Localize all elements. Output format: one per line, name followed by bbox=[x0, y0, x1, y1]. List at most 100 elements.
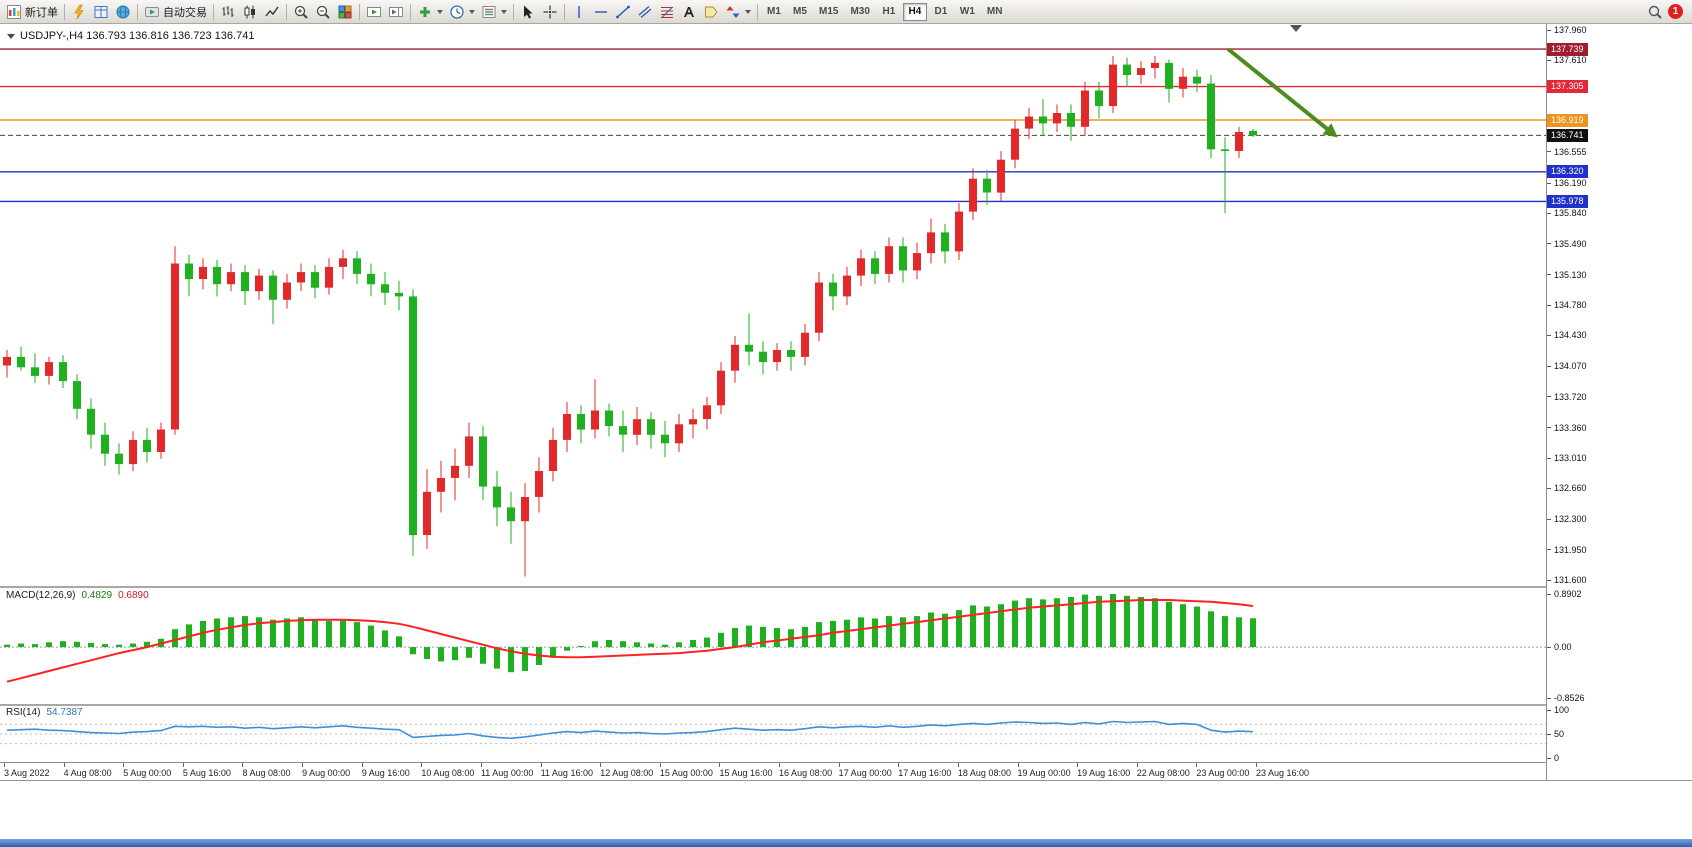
timeframe-M15[interactable]: M15 bbox=[819, 6, 839, 17]
candlestick-chart-button[interactable] bbox=[239, 2, 261, 22]
toolbar-separator bbox=[410, 3, 411, 20]
text-label-button[interactable] bbox=[700, 2, 722, 22]
chart-shift-icon bbox=[388, 4, 404, 20]
price-axis[interactable]: 137.960 137.610 136.555 136.190 135.840 135.4… bbox=[1546, 24, 1692, 780]
price-chart[interactable] bbox=[0, 24, 1546, 586]
vertical-line-button[interactable] bbox=[568, 2, 590, 22]
equidistant-channel-button[interactable] bbox=[634, 2, 656, 22]
auto-scroll-button[interactable] bbox=[363, 2, 385, 22]
time-axis-label: 18 Aug 08:00 bbox=[957, 768, 1011, 778]
timeframe-H4[interactable]: H4 bbox=[902, 2, 927, 21]
current-price-tag: 136.741 bbox=[1547, 128, 1588, 142]
macd-label: MACD(12,26,9) 0.4829 0.6890 bbox=[6, 590, 149, 601]
templates-icon bbox=[481, 4, 497, 20]
navigator-button[interactable] bbox=[112, 2, 134, 22]
toolbar-separator bbox=[286, 3, 287, 20]
chart-shift-button[interactable] bbox=[385, 2, 407, 22]
timeframe-M1[interactable]: M1 bbox=[767, 6, 781, 17]
toolbar-separator bbox=[564, 3, 565, 20]
rsi-label: RSI(14) 54.7387 bbox=[6, 707, 83, 718]
panel-splitter-macd[interactable] bbox=[0, 586, 1692, 588]
crosshair-button[interactable] bbox=[539, 2, 561, 22]
time-axis-label: 5 Aug 00:00 bbox=[123, 768, 172, 778]
timeframe-M5[interactable]: M5 bbox=[793, 6, 807, 17]
chart-shift-marker[interactable] bbox=[1290, 25, 1302, 32]
panel-splitter-rsi[interactable] bbox=[0, 704, 1692, 706]
time-axis[interactable]: 3 Aug 2022 4 Aug 08:00 5 Aug 00:00 5 Aug 16… bbox=[0, 762, 1546, 780]
candlesticks[interactable] bbox=[3, 55, 1257, 577]
time-axis-tick bbox=[659, 763, 661, 767]
level-price-tag: 136.320 bbox=[1547, 165, 1588, 179]
time-axis-tick bbox=[4, 763, 5, 767]
market-watch-button[interactable] bbox=[68, 2, 90, 22]
bar-chart-button[interactable] bbox=[217, 2, 239, 22]
macd-axis-tick bbox=[1547, 646, 1551, 648]
fibonacci-retracement-button[interactable] bbox=[656, 2, 678, 22]
time-axis-tick bbox=[302, 763, 304, 767]
level-price-tag: 135.978 bbox=[1547, 194, 1588, 208]
price-axis-tick bbox=[1547, 457, 1551, 459]
zoom-in-button[interactable] bbox=[290, 2, 312, 22]
arrows-button[interactable] bbox=[722, 2, 754, 22]
text-icon bbox=[681, 4, 697, 20]
time-axis-tick bbox=[1017, 763, 1019, 767]
collapse-arrow-icon[interactable] bbox=[7, 33, 15, 39]
price-axis-label: 134.070 bbox=[1554, 361, 1587, 372]
time-axis-label: 4 Aug 08:00 bbox=[63, 768, 112, 778]
timeframe-MN[interactable]: MN bbox=[986, 6, 1003, 17]
navigator-icon bbox=[115, 4, 131, 20]
timeframe-H1[interactable]: H1 bbox=[882, 6, 896, 17]
cursor-button[interactable] bbox=[517, 2, 539, 22]
rsi-line bbox=[6, 720, 1254, 740]
trend-arrow[interactable] bbox=[1226, 47, 1338, 138]
toolbar-separator bbox=[137, 3, 138, 20]
chevron-down-icon bbox=[469, 9, 475, 14]
templates-button[interactable] bbox=[478, 2, 510, 22]
text-button[interactable] bbox=[678, 2, 700, 22]
search-button[interactable] bbox=[1644, 2, 1666, 22]
time-axis-label: 10 Aug 08:00 bbox=[421, 768, 475, 778]
price-axis-tick bbox=[1547, 365, 1551, 367]
cursor-icon bbox=[520, 4, 536, 20]
periods-button[interactable] bbox=[446, 2, 478, 22]
zoom-out-icon bbox=[315, 4, 331, 20]
timeframe-M30[interactable]: M30 bbox=[850, 6, 870, 17]
price-axis-tick bbox=[1547, 487, 1551, 489]
timeframe-D1[interactable]: D1 bbox=[934, 6, 948, 17]
data-window-button[interactable] bbox=[90, 2, 112, 22]
horizontal-level-lines[interactable] bbox=[0, 48, 1546, 203]
time-axis-label: 16 Aug 08:00 bbox=[779, 768, 833, 778]
bar-chart-icon bbox=[220, 4, 236, 20]
price-axis-tick bbox=[1547, 579, 1551, 581]
rsi-panel[interactable] bbox=[0, 706, 1546, 762]
horizontal-line-button[interactable] bbox=[590, 2, 612, 22]
line-chart-button[interactable] bbox=[261, 2, 283, 22]
trendline-button[interactable] bbox=[612, 2, 634, 22]
price-axis-tick bbox=[1547, 396, 1551, 398]
line-chart-icon bbox=[264, 4, 280, 20]
chevron-down-icon bbox=[501, 9, 507, 14]
auto-trading-button[interactable]: 自动交易 bbox=[141, 2, 210, 22]
toolbar-separator bbox=[757, 3, 758, 20]
macd-panel[interactable] bbox=[0, 588, 1546, 704]
time-axis-label: 9 Aug 16:00 bbox=[361, 768, 410, 778]
macd-name: MACD(12,26,9) bbox=[6, 590, 76, 601]
macd-axis-tick bbox=[1547, 593, 1551, 595]
toolbar-separator bbox=[213, 3, 214, 20]
toolbar-separator bbox=[359, 3, 360, 20]
price-axis-label: 133.360 bbox=[1554, 422, 1587, 433]
price-axis-tick bbox=[1547, 274, 1551, 276]
notification-badge[interactable]: 1 bbox=[1668, 4, 1683, 19]
indicators-button[interactable] bbox=[414, 2, 446, 22]
tile-windows-button[interactable] bbox=[334, 2, 356, 22]
time-axis-tick bbox=[361, 763, 363, 767]
new-order-button[interactable]: 新订单 bbox=[3, 2, 61, 22]
market-watch-icon bbox=[71, 4, 87, 20]
price-axis-label: 136.555 bbox=[1554, 146, 1587, 157]
new-order-icon bbox=[6, 4, 22, 20]
timeframe-W1[interactable]: W1 bbox=[959, 6, 975, 17]
candlestick-icon bbox=[242, 4, 258, 20]
time-axis-tick bbox=[957, 763, 959, 767]
zoom-out-button[interactable] bbox=[312, 2, 334, 22]
rsi-axis-tick bbox=[1547, 709, 1551, 711]
